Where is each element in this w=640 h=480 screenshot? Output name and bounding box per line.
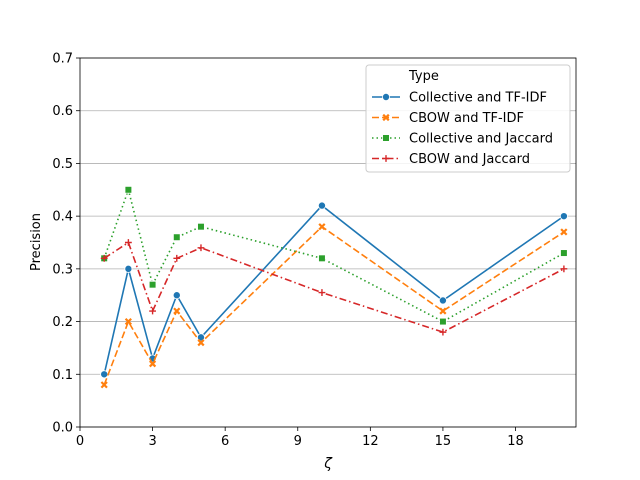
legend-title: Type: [408, 69, 439, 84]
y-axis-label: Precision: [29, 213, 44, 271]
x-axis-label: ζ: [323, 456, 333, 472]
x-axis-ticks: 0 3 6 9 12 15 18: [76, 427, 524, 449]
legend-item: CBOW and Jaccard: [372, 152, 530, 167]
series-line: [103, 225, 565, 386]
y-tick-label: 0.6: [52, 104, 73, 119]
data-point: [124, 185, 133, 194]
data-point: [317, 201, 326, 210]
data-point: [439, 307, 447, 315]
legend-marker: [381, 93, 390, 102]
data-point: [318, 254, 326, 263]
series-line: [103, 187, 565, 323]
data-point: [172, 291, 181, 300]
x-tick-label: 0: [76, 434, 84, 449]
series-line: [103, 204, 565, 375]
data-point: [100, 370, 109, 379]
legend-marker: [382, 134, 390, 142]
data-point: [173, 307, 181, 315]
legend-item: CBOW and TF-IDF: [372, 111, 524, 126]
series-4: [100, 239, 568, 336]
data-point: [149, 360, 157, 368]
legend-label: CBOW and Jaccard: [409, 152, 530, 167]
legend-item: Collective and TF-IDF: [372, 91, 547, 106]
y-tick-label: 0.3: [52, 262, 73, 277]
x-tick-label: 15: [435, 434, 452, 449]
data-point: [149, 307, 156, 315]
legend-label: Collective and TF-IDF: [409, 91, 547, 106]
data-point: [197, 339, 205, 347]
grid-lines: [80, 57, 576, 428]
data-point: [148, 280, 157, 289]
y-tick-label: 0.4: [52, 210, 73, 225]
data-point: [439, 328, 447, 336]
data-point: [197, 222, 205, 231]
x-tick-label: 3: [148, 434, 156, 449]
x-tick-label: 18: [507, 434, 524, 449]
data-point: [100, 254, 108, 262]
data-point: [560, 228, 568, 236]
data-point: [318, 223, 326, 231]
data-point: [124, 239, 132, 246]
legend: Type Collective and TF-IDF CBOW and TF-ID…: [365, 64, 571, 173]
x-tick-label: 6: [221, 434, 229, 449]
series-layer: [100, 185, 568, 389]
data-point: [100, 381, 108, 389]
plot-frame: [79, 57, 577, 428]
legend-marker: [382, 155, 390, 162]
x-tick-label: 12: [362, 434, 379, 449]
data-point: [318, 289, 326, 296]
legend-item: Collective and Jaccard: [372, 132, 553, 147]
legend-box: [365, 64, 571, 173]
legend-label: CBOW and TF-IDF: [409, 111, 524, 126]
legend-label: Collective and Jaccard: [409, 132, 553, 147]
legend-marker: [382, 113, 390, 122]
data-point: [124, 317, 132, 326]
y-tick-label: 0.7: [52, 52, 73, 67]
data-point: [559, 212, 568, 221]
data-point: [173, 254, 181, 262]
y-tick-label: 0.2: [52, 315, 73, 330]
data-point: [172, 233, 181, 242]
x-tick-label: 9: [294, 434, 302, 449]
y-tick-label: 0.0: [52, 421, 73, 436]
y-tick-label: 0.5: [52, 157, 73, 172]
data-point: [197, 244, 205, 252]
y-tick-label: 0.1: [52, 368, 73, 383]
y-axis-ticks: 0.0 0.1 0.2 0.3 0.4 0.5 0.6 0.7: [52, 52, 80, 436]
data-point: [439, 317, 447, 326]
series-1: [100, 201, 568, 379]
series-line: [103, 241, 565, 333]
data-point: [560, 249, 568, 257]
data-point: [124, 264, 133, 273]
data-point: [438, 296, 447, 305]
series-2: [100, 223, 568, 389]
data-point: [560, 265, 568, 273]
